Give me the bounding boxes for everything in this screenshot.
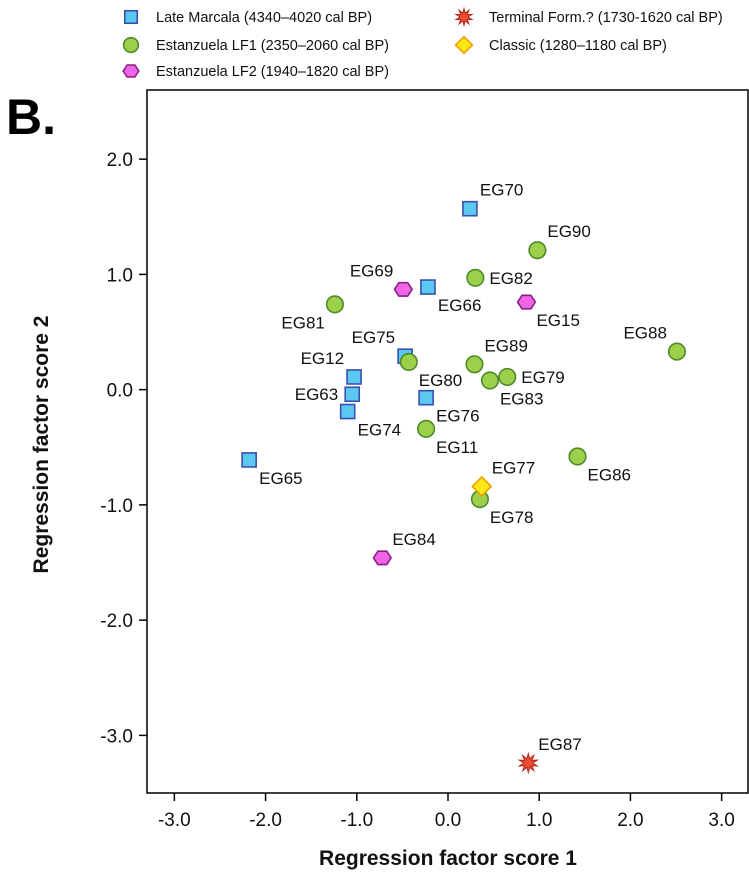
point-label: EG63 (295, 385, 338, 404)
x-tick-label: 3.0 (708, 810, 734, 831)
data-point (528, 241, 547, 260)
point-label: EG76 (436, 407, 479, 426)
x-tick-label: 0.0 (435, 810, 461, 831)
point-label: EG82 (489, 269, 532, 288)
data-point (420, 279, 436, 295)
point-label: EG12 (301, 349, 344, 368)
legend-entry: Estanzuela LF2 (1940–1820 cal BP) (156, 64, 389, 80)
data-point (344, 386, 361, 403)
legend-marker (122, 64, 140, 78)
point-label: EG90 (547, 222, 590, 241)
legend-marker (122, 36, 140, 54)
data-point (241, 452, 257, 468)
point-label: EG70 (480, 181, 523, 200)
point-label: EG66 (438, 296, 481, 315)
data-points: EG70 EG66 EG75 EG12 EG63 EG74 EG76 EG65 EG90 EG82… (241, 181, 687, 775)
point-label: EG77 (492, 458, 535, 477)
y-tick-label: 0.0 (107, 381, 133, 402)
point-label: EG78 (490, 508, 533, 527)
point-label: EG83 (500, 389, 543, 408)
point-label: EG11 (436, 438, 478, 457)
point-label: EG89 (484, 336, 527, 355)
point-label: EG79 (521, 368, 564, 387)
point-label: EG69 (350, 261, 393, 280)
legend-entry: Late Marcala (4340–4020 cal BP) (156, 10, 372, 26)
point-label: EG84 (392, 530, 435, 549)
legend-marker (454, 6, 474, 28)
point-label: EG81 (281, 313, 324, 332)
x-tick-label: -1.0 (340, 810, 373, 831)
data-point (462, 200, 478, 217)
y-tick-label: 1.0 (107, 265, 133, 286)
legend-marker (123, 9, 139, 25)
data-point (471, 475, 493, 498)
y-axis: -3.0 -2.0 -1.0 0.0 1.0 2.0 (100, 150, 147, 747)
x-axis-title: Regression factor score 1 (319, 847, 577, 870)
x-tick-label: -3.0 (158, 810, 191, 831)
data-point (516, 294, 537, 310)
x-tick-label: 2.0 (617, 810, 643, 831)
x-tick-label: 1.0 (526, 810, 552, 831)
x-tick-label: -2.0 (249, 810, 282, 831)
data-point (339, 403, 356, 420)
data-point (480, 371, 500, 390)
data-point (667, 342, 687, 361)
legend-entry: Estanzuela LF1 (2350–2060 cal BP) (156, 38, 389, 54)
legend-entry: Terminal Form.? (1730-1620 cal BP) (489, 10, 723, 26)
point-label: EG88 (623, 324, 666, 343)
y-tick-label: -2.0 (100, 611, 133, 632)
data-point (417, 419, 436, 438)
data-point (465, 355, 484, 374)
data-point (399, 352, 418, 372)
legend: Late Marcala (4340–4020 cal BP) Estanzuel… (122, 6, 723, 80)
data-point (498, 367, 517, 387)
y-tick-label: -1.0 (100, 496, 133, 517)
legend-marker (454, 35, 474, 55)
data-point (325, 295, 344, 314)
y-tick-label: 2.0 (107, 150, 133, 171)
data-point (346, 369, 362, 385)
legend-entry: Classic (1280–1180 cal BP) (489, 38, 667, 54)
data-point (466, 268, 485, 287)
point-label: EG15 (536, 311, 579, 330)
data-point (372, 550, 393, 566)
data-point (517, 751, 540, 775)
y-axis-title: Regression factor score 2 (30, 316, 53, 574)
point-label: EG74 (358, 421, 401, 440)
data-point (568, 447, 587, 466)
data-point (418, 389, 434, 406)
data-point (393, 281, 414, 297)
point-label: EG86 (588, 465, 631, 484)
x-axis: -3.0 -2.0 -1.0 0.0 1.0 2.0 3.0 (158, 793, 735, 831)
point-label: EG80 (419, 371, 462, 390)
point-label: EG75 (352, 328, 395, 347)
y-tick-label: -3.0 (100, 726, 133, 747)
point-label: EG65 (259, 469, 302, 488)
panel-label: B. (6, 89, 56, 145)
point-label: EG87 (538, 735, 581, 754)
